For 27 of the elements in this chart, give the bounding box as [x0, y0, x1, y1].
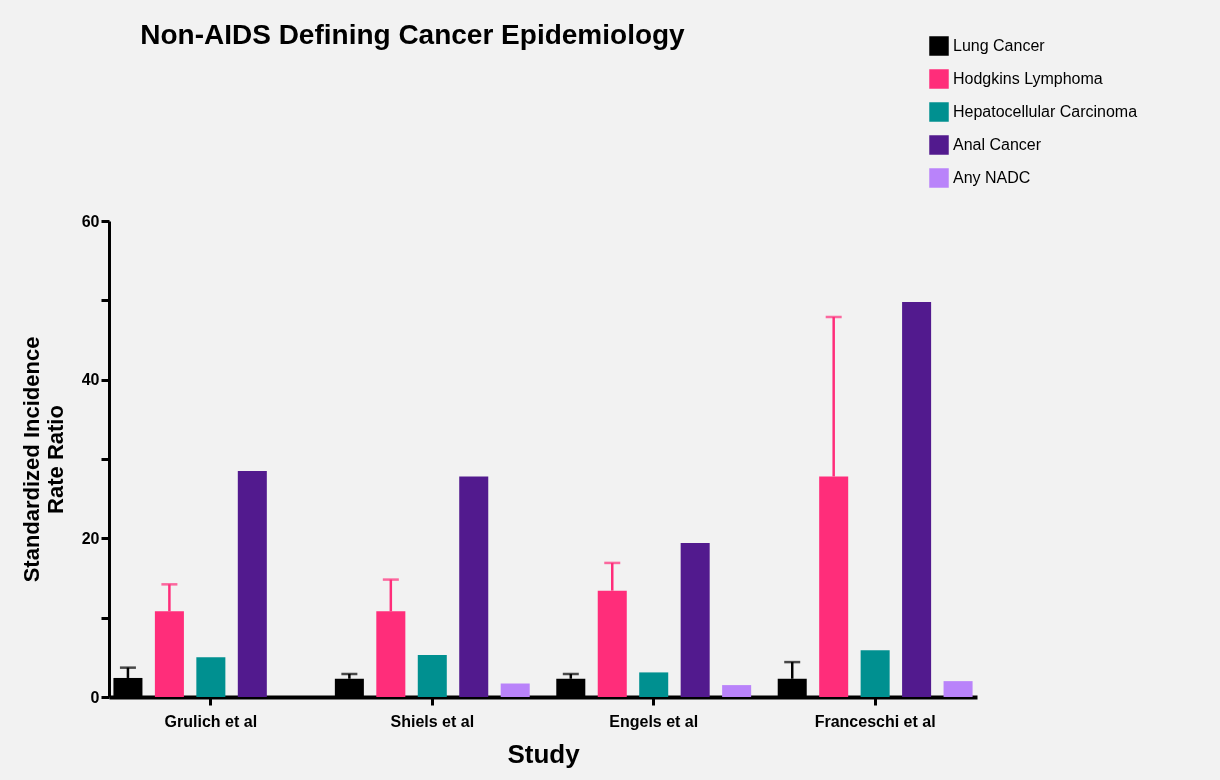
- x-tick-label: Engels et al: [609, 712, 699, 730]
- legend-label: Hodgkins Lymphoma: [953, 70, 1103, 87]
- bar: [722, 685, 752, 697]
- x-axis-title: Study: [507, 738, 581, 769]
- legend-label: Any NADC: [953, 169, 1031, 186]
- legend-label: Hepatocellular Carcinoma: [953, 103, 1138, 120]
- bar: [459, 476, 489, 697]
- x-tick-label: Franceschi et al: [814, 712, 936, 730]
- y-tick-label: 60: [81, 212, 100, 230]
- chart-title: Non-AIDS Defining Cancer Epidemiology: [140, 19, 686, 50]
- bar: [680, 543, 710, 697]
- y-axis-title: Standardized Incidence Rate Ratio: [18, 336, 68, 583]
- bar: [943, 681, 973, 697]
- x-tick-label: Shiels et al: [390, 712, 475, 730]
- bar: [417, 654, 447, 697]
- bar: [237, 470, 267, 697]
- bar: [639, 672, 669, 697]
- y-tick-label: 0: [90, 688, 100, 706]
- bar: [500, 683, 530, 697]
- legend-label: Anal Cancer: [953, 136, 1042, 153]
- bar: [860, 650, 890, 697]
- bar: [196, 657, 226, 697]
- y-tick-label: 40: [81, 371, 100, 389]
- y-tick-label: 20: [81, 529, 100, 547]
- bar: [902, 301, 932, 697]
- legend-label: Lung Cancer: [953, 37, 1046, 54]
- x-tick-label: Grulich et al: [164, 712, 258, 730]
